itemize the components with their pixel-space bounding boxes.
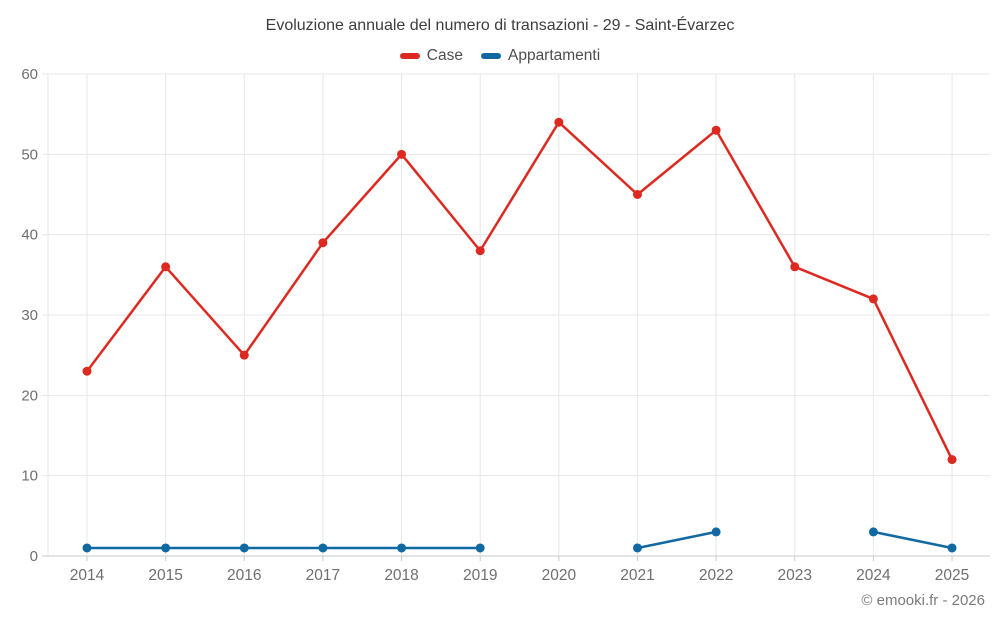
appartamenti-data-point <box>711 527 721 537</box>
legend-item-appartamenti[interactable]: Appartamenti <box>480 47 601 65</box>
case-data-point <box>632 190 642 199</box>
copyright: © emooki.fr - 2026 <box>861 592 985 609</box>
appartamenti-data-point <box>632 543 642 553</box>
case-series-line <box>85 120 954 461</box>
appartamenti-data-point <box>947 543 957 553</box>
case-data-point <box>947 455 957 465</box>
case-data-point <box>239 350 249 360</box>
appartamenti-data-point <box>82 543 92 553</box>
case-data-point <box>318 238 328 248</box>
appartamenti-legend-label: Appartamenti <box>507 47 601 64</box>
appartamenti-series-marker-icon <box>480 53 501 59</box>
case-data-point <box>868 294 878 304</box>
case-series-marker-icon <box>399 53 420 59</box>
x-axis-tick-label: 2014 <box>70 567 105 584</box>
x-axis-tick-label: 2018 <box>384 567 418 584</box>
x-axis-tick-label: 2015 <box>148 567 182 584</box>
appartamenti-data-point <box>397 543 407 553</box>
appartamenti-data-point <box>475 543 485 553</box>
appartamenti-series-line <box>636 530 718 550</box>
legend-item-case[interactable]: Case <box>399 47 463 65</box>
appartamenti-data-point <box>868 527 878 537</box>
case-data-point <box>397 149 407 159</box>
x-axis-tick-label: 2020 <box>542 567 577 584</box>
case-data-point <box>790 262 800 272</box>
legend: Case Appartamenti <box>0 47 1000 65</box>
case-data-point <box>82 366 92 376</box>
y-axis-tick-label: 10 <box>21 468 38 485</box>
y-axis-tick-label: 60 <box>21 66 38 83</box>
x-axis-tick-label: 2016 <box>227 567 261 584</box>
chart-title: Evoluzione annuale del numero di transaz… <box>265 17 735 34</box>
x-axis-tick-label: 2022 <box>699 567 733 584</box>
x-axis-tick-label: 2024 <box>856 567 891 584</box>
y-axis-tick-label: 40 <box>21 227 38 244</box>
appartamenti-data-point <box>161 543 171 553</box>
appartamenti-data-point <box>318 543 328 553</box>
case-data-point <box>554 117 564 127</box>
x-axis-tick-label: 2021 <box>620 567 654 584</box>
case-data-point <box>711 125 721 135</box>
x-axis-tick-label: 2025 <box>935 567 969 584</box>
x-axis-tick-label: 2023 <box>778 567 812 584</box>
x-axis-tick-label: 2019 <box>463 567 497 584</box>
y-axis-tick-label: 20 <box>21 387 38 404</box>
case-legend-label: Case <box>426 47 463 64</box>
appartamenti-data-point <box>239 543 249 553</box>
appartamenti-series-line <box>872 530 954 550</box>
y-axis-tick-label: 50 <box>21 146 38 163</box>
x-axis-tick-label: 2017 <box>306 567 340 584</box>
y-axis-tick-label: 30 <box>21 307 38 324</box>
y-axis-tick-label: 0 <box>30 548 38 565</box>
case-data-point <box>161 262 171 272</box>
case-data-point <box>475 246 485 256</box>
